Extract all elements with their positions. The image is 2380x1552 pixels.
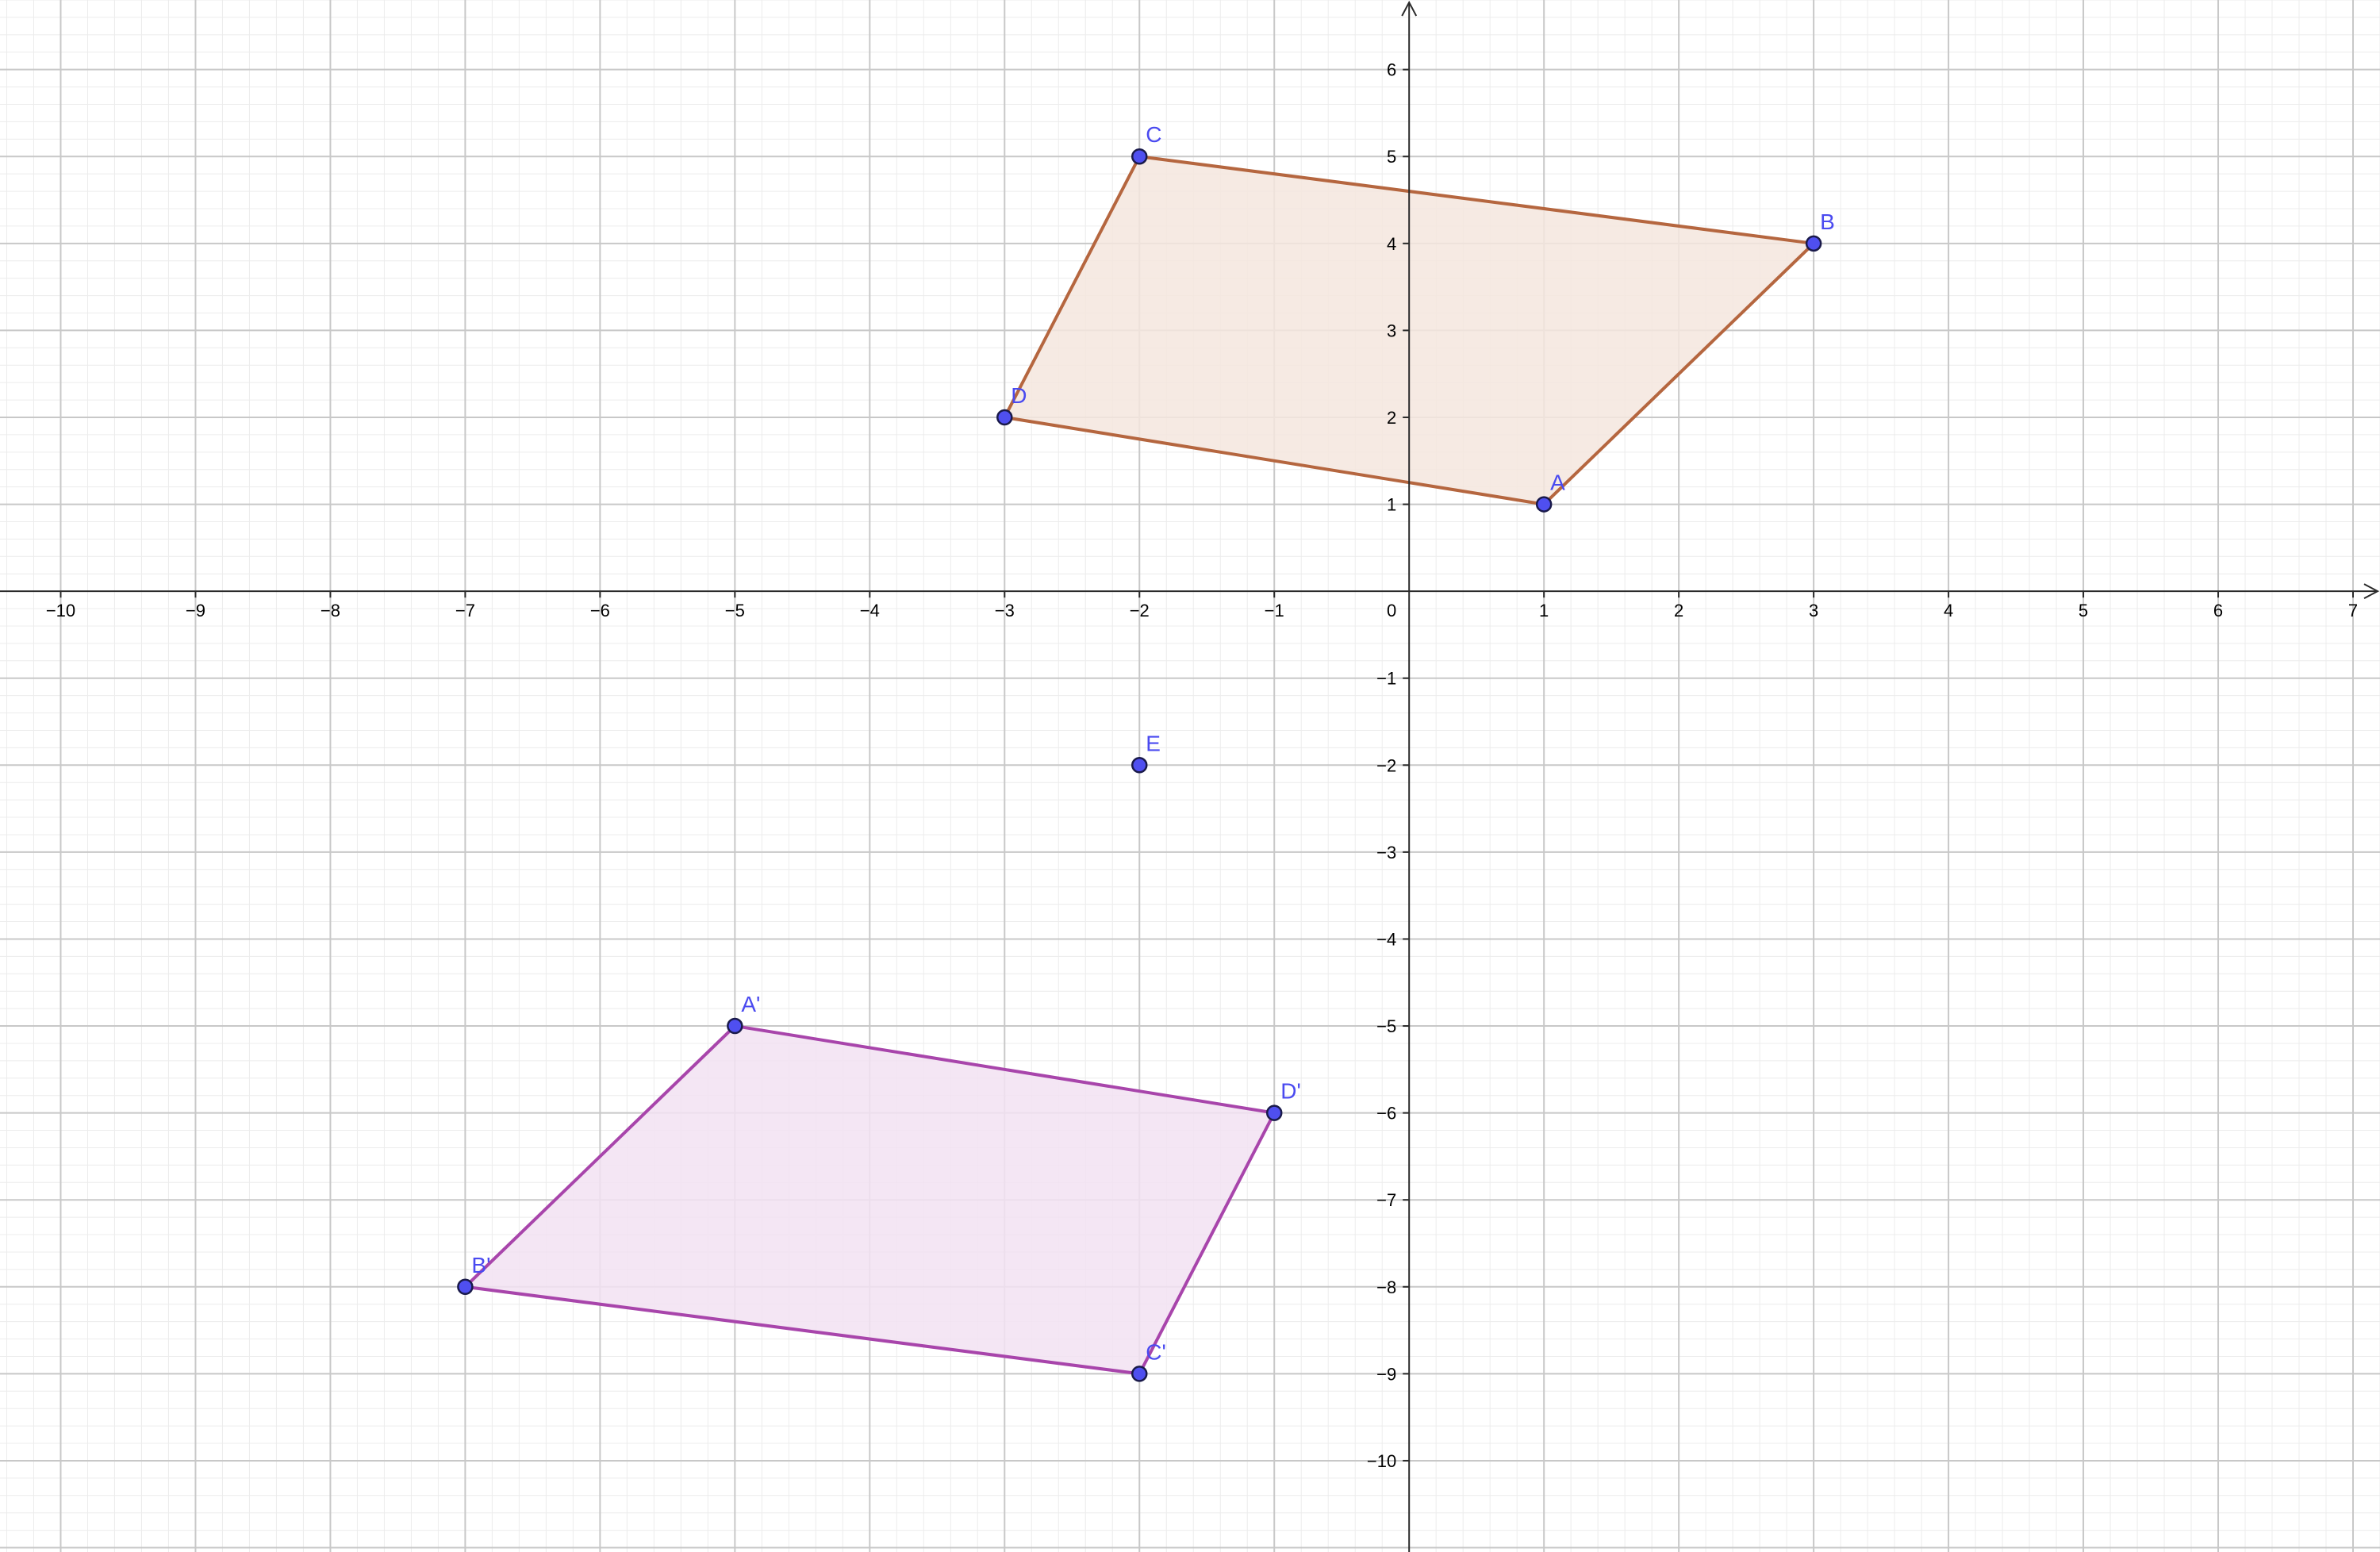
y-tick-label: 6 [1387, 60, 1396, 80]
point-D[interactable] [996, 409, 1013, 426]
y-tick-label: −3 [1376, 843, 1396, 862]
point-label-D: D [1011, 383, 1027, 408]
point-A[interactable] [1535, 496, 1553, 513]
y-tick-label: −8 [1376, 1277, 1396, 1297]
point-C[interactable] [1131, 148, 1148, 165]
y-tick-label: 2 [1387, 408, 1396, 428]
point-label-C-prime: C' [1146, 1339, 1166, 1364]
point-label-D-prime: D' [1280, 1079, 1301, 1104]
origin-label: 0 [1387, 601, 1396, 620]
point-label-A-prime: A' [741, 992, 760, 1016]
y-tick-label: 4 [1387, 234, 1396, 254]
y-tick-label: −1 [1376, 669, 1396, 689]
x-tick-label: 3 [1809, 601, 1818, 620]
point-D-prime[interactable] [1265, 1104, 1283, 1121]
point-C-prime[interactable] [1131, 1366, 1148, 1382]
x-tick-label: 1 [1539, 601, 1549, 620]
x-tick-label: −4 [860, 601, 880, 620]
x-tick-label: −3 [995, 601, 1015, 620]
y-tick-label: −7 [1376, 1190, 1396, 1210]
point-label-B-prime: B' [471, 1253, 490, 1277]
y-axis-arrow-icon [1401, 0, 1418, 17]
y-tick-label: 5 [1387, 147, 1396, 167]
y-tick-label: −5 [1376, 1016, 1396, 1036]
point-B-prime[interactable] [457, 1278, 474, 1296]
x-tick-label: −2 [1130, 601, 1150, 620]
point-label-C: C [1146, 122, 1161, 147]
x-tick-label: 4 [1944, 601, 1953, 620]
x-tick-label: −1 [1265, 601, 1284, 620]
point-A-prime[interactable] [727, 1017, 743, 1035]
tick-labels: −10 −9 −8 −7 −6 −5 −4 −3 −2 −1 1 2 3 4 5 6 7−10−9−8−7−6−… [46, 60, 2358, 1471]
y-tick-label: 3 [1387, 321, 1396, 340]
point-label-A: A [1550, 471, 1565, 495]
y-tick-label: 1 [1387, 495, 1396, 515]
x-tick-label: −9 [186, 601, 205, 620]
y-tick-label: −6 [1376, 1104, 1396, 1124]
point-label-E: E [1146, 731, 1161, 755]
x-tick-label: −8 [321, 601, 340, 620]
x-tick-label: 2 [1674, 601, 1683, 620]
point-label-B: B [1820, 209, 1835, 234]
x-axis-arrow-icon [2363, 583, 2380, 600]
x-tick-label: 5 [2079, 601, 2088, 620]
x-tick-label: 7 [2348, 601, 2358, 620]
y-tick-label: −10 [1367, 1451, 1396, 1471]
y-tick-label: −2 [1376, 755, 1396, 775]
y-tick-label: −4 [1376, 929, 1396, 949]
x-tick-label: 6 [2213, 601, 2223, 620]
point-E[interactable] [1131, 757, 1148, 774]
point-B[interactable] [1805, 235, 1822, 252]
x-tick-label: −6 [590, 601, 610, 620]
y-tick-label: −9 [1376, 1364, 1396, 1384]
x-tick-label: −5 [725, 601, 745, 620]
points[interactable]: A B C D E A' B' C' D' [457, 122, 1835, 1382]
x-tick-label: −7 [455, 601, 475, 620]
x-tick-label: −10 [46, 601, 75, 620]
